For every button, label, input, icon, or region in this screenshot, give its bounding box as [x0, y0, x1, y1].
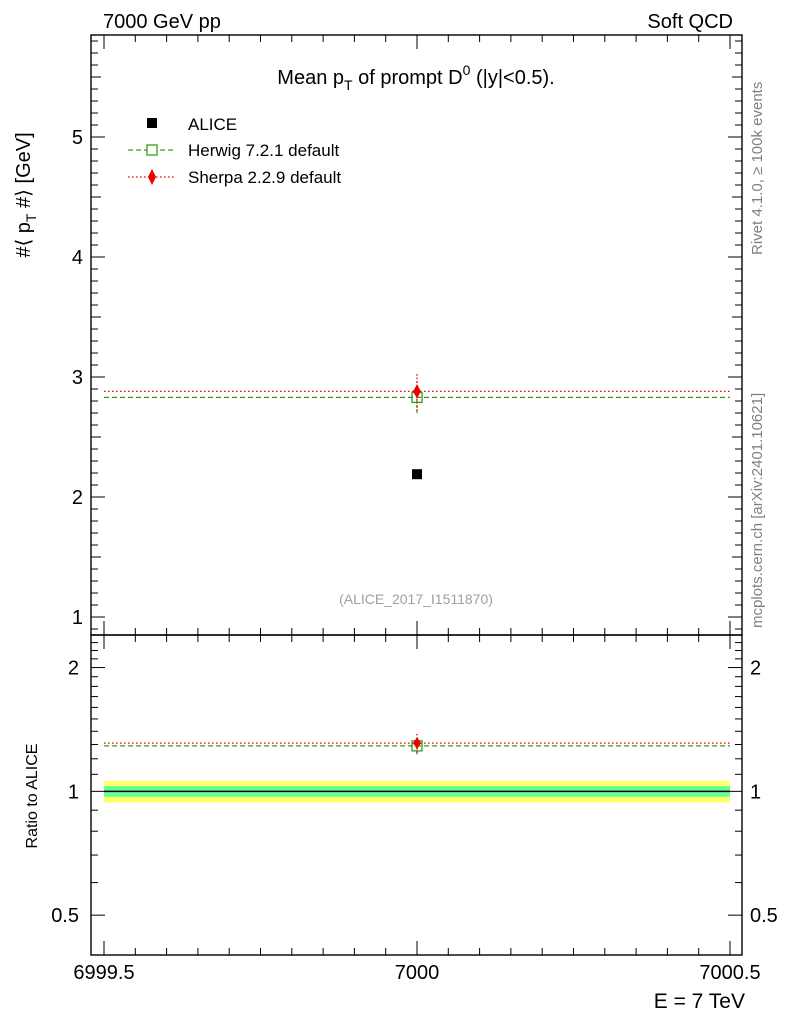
legend-herwig-label: Herwig 7.2.1 default — [188, 141, 339, 160]
header-right: Soft QCD — [647, 11, 733, 33]
ratio-y-tick-label-left: 1 — [68, 781, 79, 803]
alice-main-point — [412, 469, 422, 480]
rivet-version-label: Rivet 4.1.0, ≥ 100k events — [749, 82, 766, 255]
ratio-y-tick-label-left: 2 — [68, 658, 79, 680]
ylabel-post: #⟩ [GeV] — [13, 132, 35, 213]
plot-title: Mean pT of prompt D0 (|y|<0.5). — [277, 62, 554, 93]
legend-sherpa-label: Sherpa 2.2.9 default — [188, 168, 341, 187]
ratio-uncertainty-band — [104, 780, 730, 803]
ratio-y-tick-label-right: 2 — [750, 658, 761, 680]
ylabel-pre: #⟨ p — [13, 222, 35, 258]
legend: ALICE Herwig 7.2.1 default Sherpa 2.2.9 … — [128, 115, 341, 187]
x-axis-label: E = 7 TeV — [654, 990, 745, 1013]
x-tick-label: 7000.5 — [699, 962, 760, 984]
main-y-tick-label: 5 — [72, 127, 83, 149]
title-pre: Mean p — [277, 67, 344, 89]
ratio-y-tick-label-right: 0.5 — [750, 905, 778, 927]
main-y-tick-label: 4 — [72, 247, 83, 269]
ratio-panel-frame — [90, 634, 743, 956]
title-mid: of prompt D — [353, 67, 463, 89]
legend-alice-label: ALICE — [188, 115, 237, 134]
x-tick-label: 6999.5 — [73, 962, 134, 984]
mcplots-label: mcplots.cern.ch [arXiv:2401.10621] — [749, 393, 766, 628]
legend-sherpa-marker — [148, 169, 156, 185]
axis-ticks: 1 2 3 4 5 6999.5 7000 7000.5 0.5 0.5 1 1 2 2 — [51, 35, 778, 984]
ratio-y-tick-label-left: 0.5 — [51, 905, 79, 927]
sherpa-ratio-point — [413, 737, 421, 750]
legend-herwig-marker — [146, 144, 158, 156]
main-y-tick-label: 1 — [72, 607, 83, 629]
main-y-tick-label: 3 — [72, 367, 83, 389]
title-sub: T — [344, 77, 353, 93]
x-tick-label: 7000 — [395, 962, 440, 984]
ratio-y-tick-label-right: 1 — [750, 781, 761, 803]
main-y-tick-label: 2 — [72, 487, 83, 509]
ylabel-sub: T — [23, 213, 39, 222]
legend-alice-marker — [147, 118, 157, 128]
title-sup: 0 — [463, 62, 471, 78]
main-y-axis-label: #⟨ pT #⟩ [GeV] — [13, 132, 39, 257]
ratio-y-axis-label: Ratio to ALICE — [24, 744, 41, 849]
data-marks — [104, 372, 730, 755]
analysis-reference: (ALICE_2017_I1511870) — [339, 591, 493, 607]
sherpa-main-point — [413, 384, 421, 399]
header-left: 7000 GeV pp — [103, 11, 221, 33]
title-post: (|y|<0.5). — [470, 67, 554, 89]
